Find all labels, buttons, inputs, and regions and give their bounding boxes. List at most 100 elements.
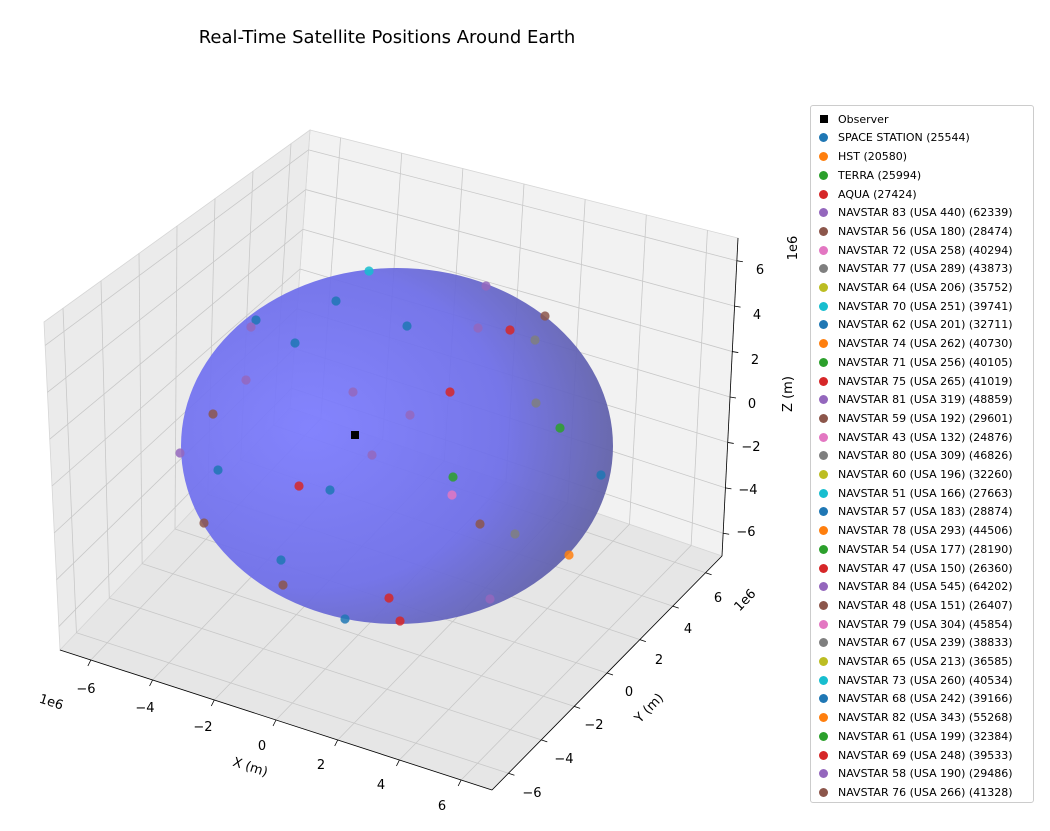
legend-item: NAVSTAR 60 (USA 196) (32260) (819, 465, 1013, 484)
legend-label: NAVSTAR 43 (USA 132) (24876) (838, 430, 1013, 444)
legend-marker (819, 675, 828, 685)
z-tick-label: 4 (753, 308, 761, 323)
satellite-point (445, 387, 455, 397)
satellite-point (208, 409, 218, 419)
legend-marker (819, 357, 828, 367)
satellite-point (596, 470, 606, 480)
legend-label: NAVSTAR 72 (USA 258) (40294) (838, 243, 1013, 257)
legend-item: NAVSTAR 79 (USA 304) (45854) (819, 615, 1013, 634)
legend-label: NAVSTAR 65 (USA 213) (36585) (838, 655, 1013, 669)
satellite-point (276, 555, 286, 565)
satellite-point (540, 311, 550, 321)
legend-marker (819, 787, 828, 797)
legend-item: NAVSTAR 75 (USA 265) (41019) (819, 372, 1013, 391)
x-axis-label: X (m) (231, 755, 270, 780)
legend-item: NAVSTAR 81 (USA 319) (48859) (819, 391, 1013, 410)
legend-label: NAVSTAR 69 (USA 248) (39533) (838, 748, 1013, 762)
y-tick-label: 2 (655, 653, 663, 668)
observer-point (351, 431, 359, 439)
legend-label: NAVSTAR 57 (USA 183) (28874) (838, 505, 1013, 519)
legend-item: NAVSTAR 67 (USA 239) (38833) (819, 634, 1013, 653)
legend-item: NAVSTAR 64 (USA 206) (35752) (819, 278, 1013, 297)
legend-marker (819, 544, 828, 554)
satellite-point (405, 410, 415, 420)
legend-label: NAVSTAR 62 (USA 201) (32711) (838, 318, 1013, 332)
legend-label: AQUA (27424) (838, 187, 917, 201)
legend-label: NAVSTAR 71 (USA 256) (40105) (838, 355, 1013, 369)
legend-marker (819, 245, 828, 255)
satellite-point (481, 281, 491, 291)
legend-item: NAVSTAR 80 (USA 309) (46826) (819, 447, 1013, 466)
satellite-point (348, 387, 358, 397)
legend-marker (819, 657, 828, 667)
legend-item: SPACE STATION (25544) (819, 129, 970, 148)
satellite-point (505, 325, 515, 335)
satellite-point (564, 550, 574, 560)
z-tick-label: −6 (736, 525, 755, 540)
legend-item: NAVSTAR 84 (USA 545) (64202) (819, 578, 1013, 597)
satellite-point (367, 450, 377, 460)
legend-marker (819, 470, 828, 480)
legend-marker (819, 582, 828, 592)
legend-label: NAVSTAR 68 (USA 242) (39166) (838, 692, 1013, 706)
legend-label: NAVSTAR 56 (USA 180) (28474) (838, 224, 1013, 238)
legend-label: NAVSTAR 84 (USA 545) (64202) (838, 580, 1013, 594)
legend-item: NAVSTAR 76 (USA 266) (41328) (819, 783, 1013, 802)
legend-label: NAVSTAR 51 (USA 166) (27663) (838, 486, 1013, 500)
legend-label: NAVSTAR 75 (USA 265) (41019) (838, 374, 1013, 388)
legend-item: NAVSTAR 83 (USA 440) (62339) (819, 204, 1013, 223)
legend-label: NAVSTAR 83 (USA 440) (62339) (838, 206, 1013, 220)
legend-label: HST (20580) (838, 150, 908, 164)
y-offset-label: 1e6 (732, 587, 760, 615)
legend-item: NAVSTAR 59 (USA 192) (29601) (819, 409, 1013, 428)
legend-marker (819, 413, 828, 423)
legend-item: NAVSTAR 69 (USA 248) (39533) (819, 746, 1013, 765)
satellite-point (531, 398, 541, 408)
legend-item: TERRA (25994) (819, 166, 921, 185)
satellite-point (213, 465, 223, 475)
chart-title: Real-Time Satellite Positions Around Ear… (199, 27, 576, 48)
x-tick-label: −6 (76, 682, 95, 697)
legend-label: NAVSTAR 82 (USA 343) (55268) (838, 711, 1013, 725)
satellite-point (199, 518, 209, 528)
legend-marker (820, 115, 828, 124)
x-offset-label: 1e6 (37, 692, 65, 714)
satellite-point (246, 322, 256, 332)
legend-marker (819, 507, 828, 517)
legend-marker (819, 563, 828, 573)
legend-marker (819, 713, 828, 723)
legend-label: NAVSTAR 47 (USA 150) (26360) (838, 561, 1013, 575)
earth-sphere (181, 268, 613, 624)
legend-marker (819, 488, 828, 498)
legend: Observer SPACE STATION (25544) HST (20580)… (810, 105, 1034, 803)
satellite-point (555, 423, 565, 433)
satellite-point (510, 529, 520, 539)
legend-marker (819, 769, 828, 779)
legend-marker (819, 133, 828, 143)
legend-marker (819, 451, 828, 461)
legend-marker (819, 638, 828, 648)
legend-item: NAVSTAR 61 (USA 199) (32384) (819, 727, 1013, 746)
x-tick-label: 4 (377, 778, 385, 793)
legend-item: NAVSTAR 68 (USA 242) (39166) (819, 690, 1013, 709)
legend-item: NAVSTAR 82 (USA 343) (55268) (819, 708, 1013, 727)
legend-label: NAVSTAR 79 (USA 304) (45854) (838, 617, 1013, 631)
legend-item: NAVSTAR 65 (USA 213) (36585) (819, 652, 1013, 671)
satellite-point (447, 490, 457, 500)
legend-marker (819, 170, 828, 180)
satellite-point (448, 472, 458, 482)
x-tick-label: 2 (317, 758, 325, 773)
legend-marker (819, 694, 828, 704)
legend-marker (819, 619, 828, 629)
x-tick-label: 6 (438, 799, 446, 814)
legend-marker (819, 320, 828, 330)
legend-marker (819, 189, 828, 199)
legend-label: NAVSTAR 48 (USA 151) (26407) (838, 598, 1013, 612)
legend-label: NAVSTAR 77 (USA 289) (43873) (838, 262, 1013, 276)
legend-marker (819, 750, 828, 760)
satellite-point (331, 296, 341, 306)
satellite-point (485, 594, 495, 604)
z-tick-label: 2 (751, 353, 759, 368)
legend-label: NAVSTAR 70 (USA 251) (39741) (838, 299, 1013, 313)
